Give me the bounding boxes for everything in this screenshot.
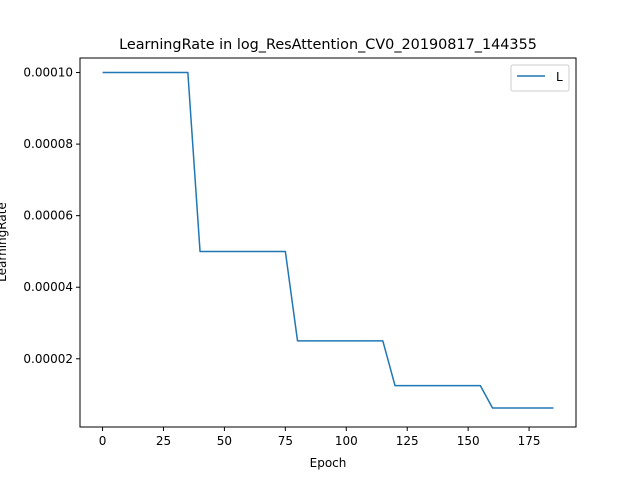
legend-box: [510, 64, 570, 92]
x-tick-label: 25: [156, 434, 171, 448]
y-tick-label: 0.00002: [23, 352, 73, 366]
y-tick-label: 0.00006: [23, 209, 73, 223]
x-tick-label: 125: [396, 434, 419, 448]
legend-label: L: [556, 70, 563, 84]
x-axis: 0 25 50 75 100 125 150 175: [99, 427, 541, 448]
series-line-0: [102, 71, 554, 409]
x-tick-label: 75: [278, 434, 293, 448]
x-tick-label: 100: [335, 434, 358, 448]
y-axis-label: LearningRate: [0, 202, 9, 282]
y-axis: 0.00002 0.00004 0.00006 0.00008 0.00010: [23, 66, 80, 366]
y-tick-label: 0.00010: [23, 66, 73, 80]
chart-title: LearningRate in log_ResAttention_CV0_201…: [119, 37, 537, 53]
x-tick-label: 175: [518, 434, 541, 448]
x-tick-label: 150: [457, 434, 480, 448]
legend: L: [510, 64, 570, 92]
y-tick-label: 0.00004: [23, 280, 73, 294]
plot-area-frame: [79, 57, 577, 428]
x-axis-label: Epoch: [310, 456, 347, 470]
x-tick-label: 50: [217, 434, 232, 448]
y-tick-label: 0.00008: [23, 137, 73, 151]
series-layer: [102, 71, 554, 409]
x-tick-label: 0: [99, 434, 107, 448]
